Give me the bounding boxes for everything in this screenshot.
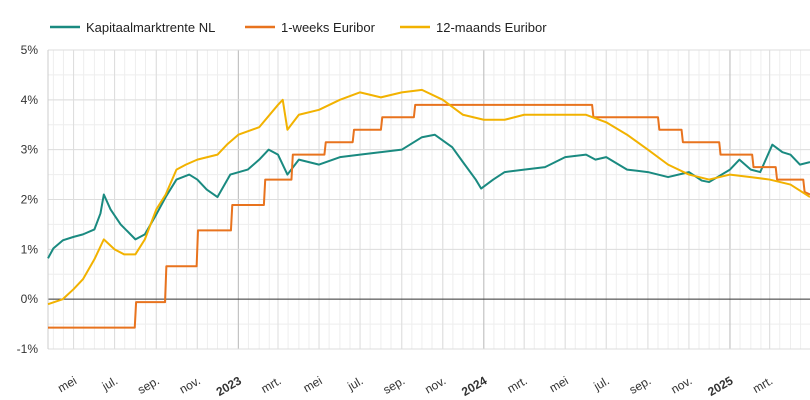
x-axis-ticks: mei jul. sep. nov. 2023 mrt. mei jul. sep. nov. 20…: [55, 373, 775, 399]
x-tick-label: jul.: [591, 373, 612, 393]
legend: Kapitaalmarktrente NL 1-weeks Euribor 12…: [50, 20, 547, 35]
x-tick-label: mrt.: [750, 373, 775, 395]
series-line-12-maands-euribor: [47, 88, 810, 306]
y-tick-label: 0%: [21, 292, 39, 306]
legend-item-12m-euribor[interactable]: 12-maands Euribor: [400, 20, 547, 35]
x-tick-label: nov.: [669, 373, 695, 396]
x-tick-label: nov.: [422, 373, 448, 396]
y-tick-label: 5%: [21, 43, 39, 57]
series-line-kapitaalmarktrente-nl: [47, 133, 810, 259]
y-tick-label: 3%: [21, 143, 39, 157]
x-tick-label: nov.: [177, 373, 203, 396]
x-tick-label: mei: [547, 373, 571, 395]
x-tick-label: 2024: [459, 373, 489, 399]
legend-item-1w-euribor[interactable]: 1-weeks Euribor: [245, 20, 376, 35]
y-tick-label: 4%: [21, 93, 39, 107]
x-tick-label: mrt.: [505, 373, 530, 395]
x-tick-label: sep.: [381, 373, 408, 396]
legend-label-kapitaalmarktrente: Kapitaalmarktrente NL: [86, 20, 215, 35]
legend-label-12m-euribor: 12-maands Euribor: [436, 20, 547, 35]
x-tick-label: sep.: [627, 373, 654, 396]
x-tick-label: 2025: [705, 373, 735, 399]
x-tick-label: mei: [55, 373, 79, 395]
x-tick-label: sep.: [135, 373, 162, 396]
legend-label-1w-euribor: 1-weeks Euribor: [281, 20, 376, 35]
x-tick-label: mei: [301, 373, 325, 395]
y-tick-label: -1%: [17, 342, 39, 356]
legend-item-kapitaalmarktrente[interactable]: Kapitaalmarktrente NL: [50, 20, 215, 35]
y-tick-label: 1%: [21, 242, 39, 256]
series-line-1-weeks-euribor: [48, 103, 810, 329]
x-tick-label: jul.: [344, 373, 365, 393]
x-tick-label: jul.: [99, 373, 120, 393]
x-tick-label: 2023: [214, 373, 244, 399]
y-tick-label: 2%: [21, 193, 39, 207]
y-axis-ticks: 5% 4% 3% 2% 1% 0% -1%: [17, 43, 39, 356]
x-tick-label: mrt.: [259, 373, 284, 395]
series-lines: [47, 88, 810, 329]
grid: [47, 49, 810, 350]
